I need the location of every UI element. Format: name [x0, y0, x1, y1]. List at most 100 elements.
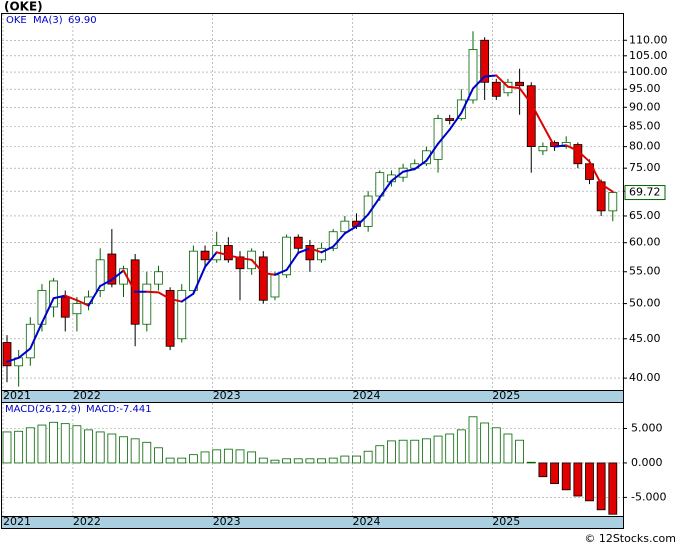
macd-bar: [235, 449, 245, 464]
macd-bar: [2, 431, 12, 464]
x-tick-label: 2025: [492, 389, 520, 402]
macd-bar: [84, 429, 93, 464]
candle-body: [188, 250, 198, 291]
candle-body: [142, 283, 152, 325]
ma-line: [192, 265, 207, 295]
ma-line: [29, 321, 43, 350]
ma-line: [308, 247, 323, 254]
candle-body: [270, 274, 280, 298]
macd-bar: [561, 462, 571, 491]
macd-bar: [433, 435, 443, 464]
candle-body: [258, 256, 268, 301]
ma-line: [378, 179, 393, 199]
macd-bar: [25, 427, 35, 464]
macd-bar: [317, 458, 326, 464]
x-tick-label: 2024: [353, 389, 381, 402]
macd-bar: [258, 457, 268, 464]
candle-body: [445, 118, 455, 121]
macd-bar: [340, 455, 350, 464]
macd-bar: [375, 445, 385, 464]
x-tick-label: 2024: [353, 515, 381, 528]
candle-body: [282, 236, 292, 276]
ma-line: [297, 247, 311, 254]
ma-line: [169, 297, 183, 303]
macd-bar: [410, 439, 420, 464]
ma-line: [87, 285, 102, 307]
macd-bar: [95, 431, 105, 464]
macd-bar: [37, 424, 47, 464]
macd-bar: [491, 427, 501, 464]
ma-line: [495, 74, 509, 88]
ma-line: [343, 225, 358, 235]
y-tick-label: 95.00: [629, 82, 661, 95]
y-tick-label: 5.000: [631, 421, 663, 434]
ma-line: [413, 159, 428, 171]
macd-bar: [480, 422, 490, 464]
y-tick-label: 105.00: [629, 49, 668, 62]
ma-line: [541, 124, 556, 148]
ma-line: [99, 278, 113, 288]
candle-body: [72, 303, 82, 315]
symbol-label: OKE: [6, 15, 27, 26]
chart-title: (OKE): [4, 0, 43, 14]
ma-line: [122, 269, 137, 293]
y-tick-label: 90.00: [629, 100, 661, 113]
ma-line: [483, 74, 498, 78]
ma-line: [227, 254, 241, 260]
macd-bar: [212, 449, 222, 464]
candle-body: [60, 296, 70, 318]
ma-line: [17, 347, 32, 359]
candle-body: [468, 49, 478, 101]
ma-line: [262, 271, 276, 276]
candle-body: [200, 250, 210, 261]
ma-line: [273, 268, 288, 276]
candle-body: [235, 256, 245, 270]
ma-line: [204, 251, 218, 268]
candle-body: [177, 290, 187, 340]
candle-body: [491, 81, 501, 97]
y-tick-label: 55.00: [629, 265, 661, 278]
ma-line: [425, 142, 440, 162]
ma-line: [600, 183, 614, 193]
candle-body: [480, 39, 490, 83]
candle-body: [328, 231, 338, 249]
macd-bar: [352, 455, 361, 464]
ma-line: [448, 111, 463, 131]
ma-line: [285, 251, 300, 271]
candle-body: [421, 150, 431, 165]
ma-line: [588, 160, 603, 186]
y-tick-label: 80.00: [629, 140, 661, 153]
footer: © 12Stocks.com: [584, 532, 676, 545]
candle-body: [107, 253, 117, 285]
macd-bar: [14, 430, 24, 464]
ma-line: [355, 213, 370, 228]
y-tick-label: 75.00: [629, 161, 661, 174]
macd-bar: [398, 439, 408, 464]
candle-body: [456, 99, 466, 120]
macd-bar: [596, 462, 606, 511]
ma-line: [390, 170, 405, 182]
candle-body: [223, 245, 233, 261]
macd-legend-value: MACD:-7.441: [86, 404, 152, 415]
ma-line: [75, 299, 90, 307]
x-tick-label: 2025: [492, 515, 520, 528]
macd-bar: [165, 457, 175, 464]
macd-bar: [456, 429, 466, 464]
macd-bar: [515, 439, 524, 464]
macd-bar: [363, 450, 373, 464]
x-tick-label: 2021: [3, 389, 31, 402]
x-tick-label: 2023: [213, 515, 241, 528]
y-tick-label: 50.00: [629, 297, 661, 310]
macd-bar: [49, 421, 58, 464]
ma-line: [157, 291, 172, 300]
candle-body: [608, 192, 618, 212]
macd-bar: [60, 423, 70, 464]
macd-bar: [526, 461, 536, 464]
ma-line: [518, 87, 533, 105]
y-tick-label: 45.00: [629, 332, 661, 345]
macd-bar: [119, 436, 128, 464]
y-tick-label: 60.00: [629, 236, 661, 249]
macd-bar: [608, 462, 618, 515]
macd-bar: [387, 440, 396, 464]
